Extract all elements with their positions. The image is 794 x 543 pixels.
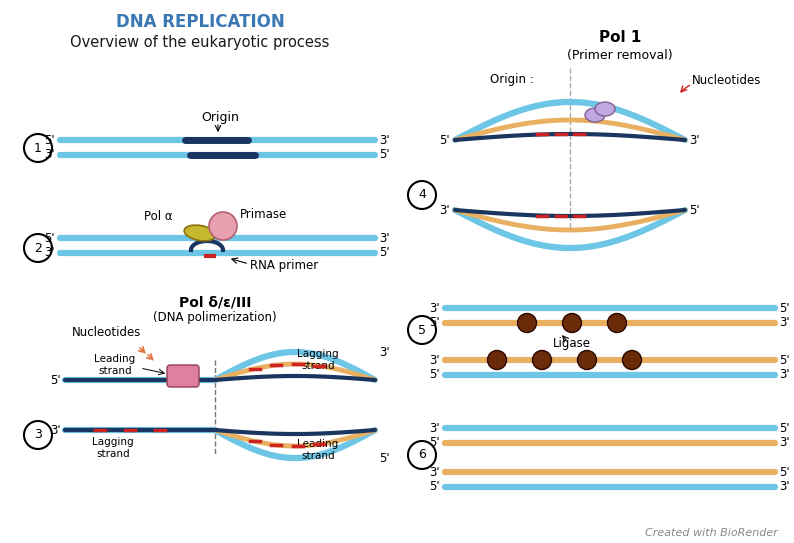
Text: Leading
strand: Leading strand	[298, 439, 338, 461]
Text: 3': 3'	[379, 231, 390, 244]
Circle shape	[209, 212, 237, 240]
Text: 5': 5'	[430, 369, 440, 382]
Text: 5': 5'	[779, 465, 789, 478]
Text: 5': 5'	[779, 301, 789, 314]
Text: Pol α: Pol α	[145, 211, 173, 224]
Text: 3': 3'	[779, 481, 789, 494]
Text: 5': 5'	[44, 134, 55, 147]
Text: 5': 5'	[779, 353, 789, 367]
Text: 5': 5'	[430, 317, 440, 330]
Text: 5': 5'	[44, 231, 55, 244]
Ellipse shape	[184, 225, 216, 241]
Ellipse shape	[595, 102, 615, 116]
Text: 4: 4	[418, 188, 426, 201]
Text: Created with BioRender: Created with BioRender	[645, 528, 778, 538]
Text: 3': 3'	[439, 204, 450, 217]
Text: 6: 6	[418, 449, 426, 462]
Text: 5': 5'	[379, 148, 390, 161]
Circle shape	[518, 313, 537, 332]
Text: 5': 5'	[379, 451, 390, 464]
Text: 3': 3'	[779, 317, 789, 330]
Text: 3': 3'	[430, 465, 440, 478]
Text: Pol δ/ε/III: Pol δ/ε/III	[179, 295, 251, 309]
Text: 3': 3'	[50, 424, 61, 437]
Text: Origin: Origin	[201, 111, 239, 124]
Text: 3': 3'	[379, 345, 390, 358]
Text: 3': 3'	[44, 148, 55, 161]
Text: 5': 5'	[430, 481, 440, 494]
Text: 5': 5'	[439, 134, 450, 147]
Text: RNA primer: RNA primer	[250, 258, 318, 272]
Text: 5': 5'	[50, 374, 61, 387]
Circle shape	[607, 313, 626, 332]
Text: Lagging
strand: Lagging strand	[297, 349, 339, 371]
Text: Nucleotides: Nucleotides	[692, 73, 761, 86]
Text: 3': 3'	[430, 353, 440, 367]
Circle shape	[488, 350, 507, 369]
Text: 3': 3'	[430, 421, 440, 434]
FancyBboxPatch shape	[167, 365, 199, 387]
Circle shape	[562, 313, 581, 332]
Text: 1: 1	[34, 142, 42, 155]
Text: Nucleotides: Nucleotides	[72, 326, 141, 339]
Text: 3': 3'	[430, 301, 440, 314]
Text: 5': 5'	[689, 204, 700, 217]
Ellipse shape	[585, 108, 605, 122]
Text: 5': 5'	[379, 247, 390, 260]
Text: 3': 3'	[44, 247, 55, 260]
Text: 3': 3'	[379, 134, 390, 147]
Text: Origin :: Origin :	[490, 73, 534, 86]
Text: Overview of the eukaryotic process: Overview of the eukaryotic process	[71, 35, 330, 49]
Text: 2: 2	[34, 242, 42, 255]
Text: 3': 3'	[779, 437, 789, 450]
Circle shape	[577, 350, 596, 369]
Text: 5: 5	[418, 324, 426, 337]
Text: 3: 3	[34, 428, 42, 441]
Text: Leading
strand: Leading strand	[94, 354, 136, 376]
Text: 5': 5'	[779, 421, 789, 434]
Text: 5': 5'	[430, 437, 440, 450]
Circle shape	[622, 350, 642, 369]
Text: (Primer removal): (Primer removal)	[567, 48, 673, 61]
Text: Lagging
strand: Lagging strand	[92, 437, 134, 459]
Text: Primase: Primase	[240, 207, 287, 220]
Text: 3': 3'	[689, 134, 700, 147]
Text: 3': 3'	[779, 369, 789, 382]
Text: Ligase: Ligase	[553, 337, 591, 350]
Circle shape	[533, 350, 552, 369]
Text: (DNA polimerization): (DNA polimerization)	[153, 311, 277, 324]
Text: Pol 1: Pol 1	[599, 30, 642, 46]
Text: DNA REPLICATION: DNA REPLICATION	[116, 13, 284, 31]
